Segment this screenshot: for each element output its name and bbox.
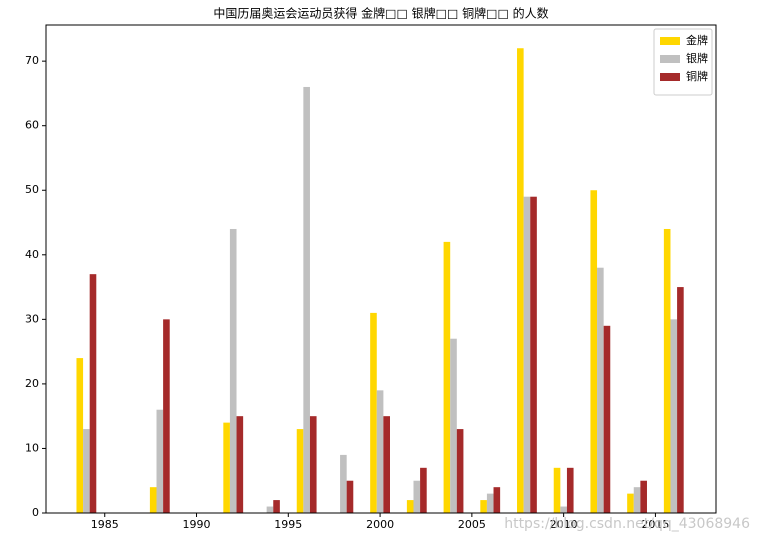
x-tick-label: 1995 xyxy=(274,518,302,531)
bar xyxy=(560,506,567,513)
bar xyxy=(670,319,678,513)
bar xyxy=(309,416,317,513)
bar xyxy=(340,454,347,513)
bar xyxy=(633,487,641,513)
bar xyxy=(456,429,464,513)
bar xyxy=(376,390,384,513)
bar xyxy=(156,409,164,513)
bar xyxy=(443,241,451,513)
bar xyxy=(677,287,684,513)
bar xyxy=(236,416,244,513)
x-tick-label: 2005 xyxy=(458,518,486,531)
y-tick-label: 60 xyxy=(25,119,39,132)
bar xyxy=(640,480,647,513)
bar xyxy=(229,228,237,514)
chart-title: 中国历届奥运会运动员获得 金牌□□ 银牌□□ 铜牌□□ 的人数 xyxy=(213,6,548,21)
bar xyxy=(597,267,604,513)
bar xyxy=(266,506,274,513)
bar xyxy=(413,480,421,513)
bar xyxy=(370,312,377,513)
bar xyxy=(450,338,457,513)
legend-label: 金牌 xyxy=(686,33,708,47)
watermark: https://blog.csdn.net/qq_43068946 xyxy=(504,516,750,532)
y-tick-label: 0 xyxy=(32,506,39,519)
bar xyxy=(493,487,501,513)
bar xyxy=(83,429,90,513)
legend-label: 铜牌 xyxy=(686,69,708,83)
bar xyxy=(223,422,230,513)
bar xyxy=(627,493,634,513)
bar xyxy=(553,467,561,513)
y-tick-label: 20 xyxy=(25,377,39,390)
x-tick-label: 2010 xyxy=(550,518,578,531)
x-tick-label: 2000 xyxy=(366,518,394,531)
bar xyxy=(346,480,354,513)
plot-frame xyxy=(45,24,717,514)
y-tick-label: 50 xyxy=(25,183,39,196)
bar xyxy=(566,467,574,513)
bar xyxy=(603,325,611,513)
bar xyxy=(590,190,598,514)
bar xyxy=(517,48,524,513)
legend-label: 银牌 xyxy=(686,51,708,65)
bar xyxy=(420,467,427,513)
bar xyxy=(273,500,280,513)
bar xyxy=(303,86,310,513)
bar xyxy=(383,416,390,513)
y-tick-label: 30 xyxy=(25,312,39,325)
y-tick-label: 10 xyxy=(25,441,39,454)
bar xyxy=(89,274,97,513)
bar xyxy=(406,500,414,513)
bar xyxy=(296,429,304,513)
x-tick-label: 2015 xyxy=(641,518,669,531)
legend-swatch xyxy=(660,55,680,63)
bar xyxy=(486,493,494,513)
bar xyxy=(76,358,84,513)
bar xyxy=(480,500,487,513)
x-tick-label: 1990 xyxy=(183,518,211,531)
bar xyxy=(149,487,157,513)
bar xyxy=(663,228,671,514)
bar xyxy=(163,319,170,513)
legend-swatch xyxy=(660,73,680,81)
bar xyxy=(530,196,537,513)
x-tick-label: 1985 xyxy=(91,518,119,531)
legend-swatch xyxy=(660,37,680,45)
y-tick-label: 70 xyxy=(25,54,39,67)
bar xyxy=(523,196,531,513)
y-tick-label: 40 xyxy=(25,248,39,261)
